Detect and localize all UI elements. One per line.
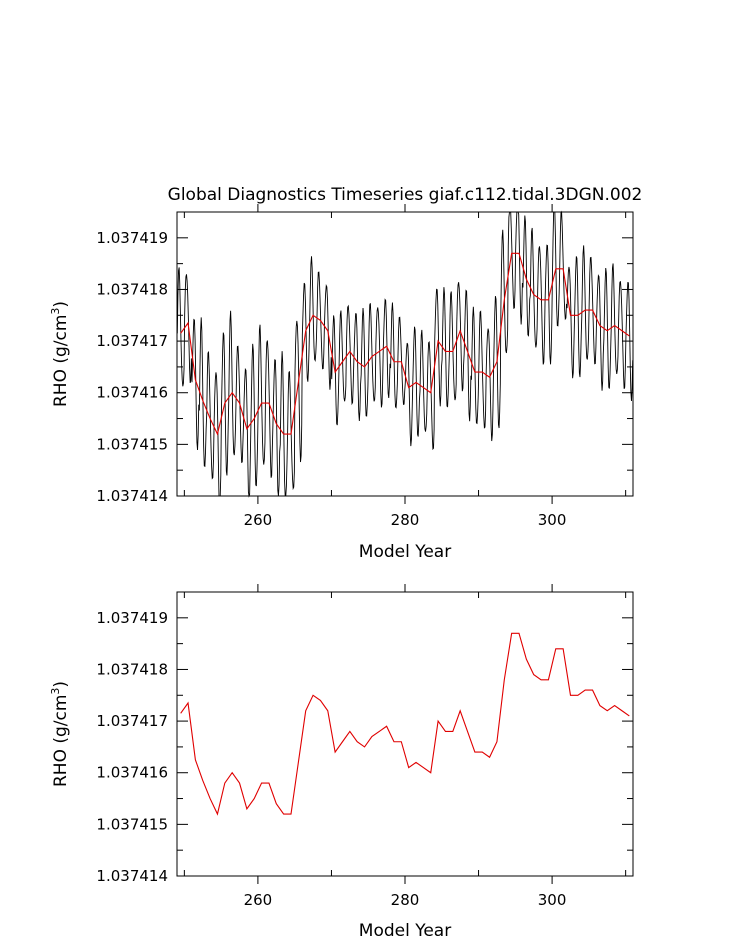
y-tick-label: 1.037416 xyxy=(96,764,168,782)
top-y-axis-label-sup: 3 xyxy=(49,308,62,315)
top-ticks xyxy=(177,204,633,504)
bottom-chart: 1.037414 1.037415 1.037416 1.037417 1.037418… xyxy=(49,584,634,941)
top-x-tick-labels: 260 280 300 xyxy=(244,511,567,529)
y-tick-label: 1.037417 xyxy=(96,332,168,350)
bottom-y-axis-label-sup: 3 xyxy=(49,688,62,695)
x-tick-label: 300 xyxy=(538,511,567,529)
y-tick-label: 1.037416 xyxy=(96,384,168,402)
top-y-axis-label: RHO (g/cm3) xyxy=(49,301,71,407)
annual-mean-series-line xyxy=(180,632,630,816)
x-tick-label: 260 xyxy=(244,511,273,529)
bottom-ticks xyxy=(177,584,633,884)
top-x-axis-label: Model Year xyxy=(359,542,451,562)
x-tick-label: 260 xyxy=(244,891,273,909)
y-tick-label: 1.037415 xyxy=(96,815,168,833)
y-tick-label: 1.037414 xyxy=(96,867,168,885)
bottom-y-axis-label: RHO (g/cm3) xyxy=(49,681,71,787)
top-y-tick-labels: 1.037414 1.037415 1.037416 1.037417 1.037418… xyxy=(96,229,168,505)
y-tick-label: 1.037418 xyxy=(96,280,168,298)
y-tick-label: 1.037414 xyxy=(96,487,168,505)
x-tick-label: 280 xyxy=(391,511,420,529)
x-tick-label: 280 xyxy=(391,891,420,909)
bottom-y-axis-label-close: ) xyxy=(51,681,71,688)
y-tick-label: 1.037415 xyxy=(96,435,168,453)
y-tick-label: 1.037418 xyxy=(96,660,168,678)
annual-mean-series-line xyxy=(180,252,630,436)
x-tick-label: 300 xyxy=(538,891,567,909)
monthly-series-line xyxy=(176,210,634,498)
top-plot-frame xyxy=(176,211,634,497)
top-chart: 1.037414 1.037415 1.037416 1.037417 1.037418… xyxy=(49,204,634,562)
bottom-x-tick-labels: 260 280 300 xyxy=(244,891,567,909)
y-tick-label: 1.037419 xyxy=(96,229,168,247)
y-tick-label: 1.037417 xyxy=(96,712,168,730)
bottom-y-tick-labels: 1.037414 1.037415 1.037416 1.037417 1.037418… xyxy=(96,609,168,885)
top-y-axis-label-close: ) xyxy=(51,301,71,308)
chart-title: Global Diagnostics Timeseries giaf.c112.… xyxy=(168,185,643,205)
top-y-axis-label-main: RHO (g/cm xyxy=(51,315,71,407)
bottom-x-axis-label: Model Year xyxy=(359,921,451,941)
y-tick-label: 1.037419 xyxy=(96,609,168,627)
bottom-y-axis-label-main: RHO (g/cm xyxy=(51,695,71,787)
bottom-plot-frame xyxy=(176,591,634,877)
